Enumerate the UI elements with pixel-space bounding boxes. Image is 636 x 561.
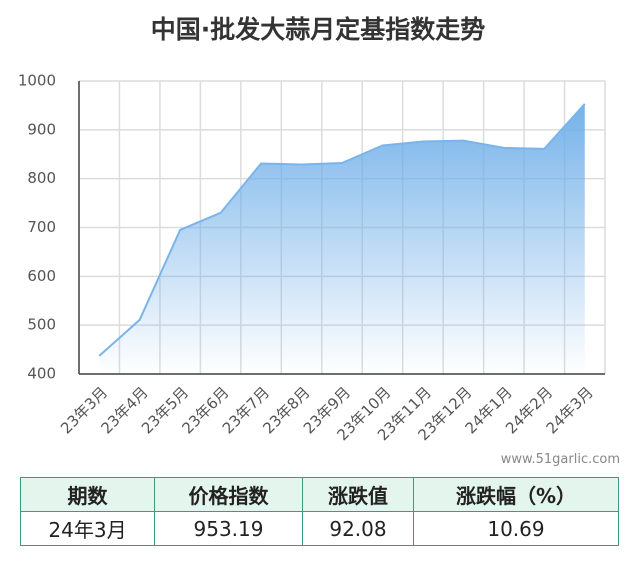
y-tick-label: 800 bbox=[27, 169, 56, 187]
cell: 953.19 bbox=[154, 511, 303, 546]
cell: 92.08 bbox=[302, 511, 414, 546]
header-cell: 期数 bbox=[20, 477, 155, 512]
watermark: www.51garlic.com bbox=[501, 452, 620, 467]
header-cell: 涨跌值 bbox=[302, 477, 414, 512]
y-tick-label: 400 bbox=[27, 365, 56, 383]
y-tick-label: 600 bbox=[27, 267, 56, 285]
chart: 中国·批发大蒜月定基指数走势 www.51garlic.com 400 500 60… bbox=[18, 15, 620, 467]
cell: 10.69 bbox=[413, 511, 619, 546]
y-tick-label: 1000 bbox=[18, 72, 56, 90]
cell: 24年3月 bbox=[20, 511, 155, 546]
line bbox=[98, 103, 586, 357]
y-tick-label: 500 bbox=[27, 316, 56, 334]
chart-title: 中国·批发大蒜月定基指数走势 bbox=[151, 15, 486, 44]
y-tick-label: 700 bbox=[27, 218, 56, 236]
table-header: 期数 价格指数 涨跌值 涨跌幅（%） bbox=[20, 477, 619, 512]
table-row: 24年3月 953.19 92.08 10.69 bbox=[20, 511, 619, 546]
header-cell: 价格指数 bbox=[154, 477, 303, 512]
y-tick-label: 900 bbox=[27, 120, 56, 138]
area bbox=[99, 103, 585, 374]
summary-table: 期数 价格指数 涨跌值 涨跌幅（%） 24年3月 953.19 92.08 10… bbox=[20, 477, 619, 546]
header-cell: 涨跌幅（%） bbox=[413, 477, 619, 512]
